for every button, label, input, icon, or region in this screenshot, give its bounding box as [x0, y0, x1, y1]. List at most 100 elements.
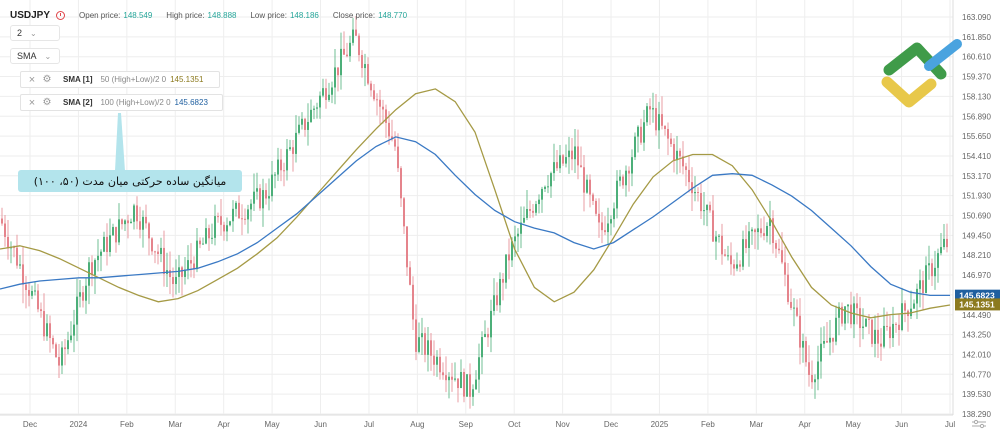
candle-body	[883, 325, 885, 347]
candle-body	[319, 95, 321, 108]
gear-icon[interactable]: ⚙	[42, 97, 52, 108]
candle-body	[313, 108, 315, 110]
candle-body	[76, 296, 78, 325]
x-tick-label: Nov	[556, 420, 570, 429]
price-axis: 163.090 161.850 160.610 159.370 158.130 156.8…	[962, 13, 991, 419]
candle-body	[382, 106, 384, 110]
clock-icon[interactable]	[56, 10, 66, 20]
candle-body	[409, 267, 411, 285]
sma-lines	[0, 88, 951, 319]
callout-pointer	[115, 113, 125, 171]
candle-body	[85, 285, 87, 301]
candle-body	[754, 229, 756, 233]
sma-100-line	[0, 136, 950, 297]
close-icon[interactable]: ×	[28, 96, 36, 109]
candle-body	[505, 254, 507, 283]
candle-body	[940, 247, 942, 254]
candle-body	[850, 304, 852, 325]
indicator-params: 50 (High+Low)/2 0	[100, 75, 167, 84]
candle-body	[655, 108, 657, 131]
candle-body	[817, 361, 819, 380]
candle-body	[196, 240, 198, 270]
x-tick-label: Sep	[459, 420, 474, 429]
candlestick-series	[1, 15, 948, 409]
candle-body	[868, 318, 870, 320]
candle-body	[829, 337, 831, 343]
interval-dropdown[interactable]: 2 ⌄	[10, 25, 60, 41]
candle-body	[844, 306, 846, 324]
close-icon[interactable]: ×	[28, 73, 36, 86]
candle-body	[340, 48, 342, 76]
candle-body	[433, 355, 435, 365]
candle-body	[925, 265, 927, 294]
interval-value: 2	[17, 28, 23, 38]
candle-body	[298, 124, 300, 133]
candle-body	[598, 213, 600, 223]
candle-body	[112, 227, 114, 236]
candle-body	[682, 156, 684, 167]
candle-body	[709, 204, 711, 211]
candle-body	[118, 219, 120, 243]
candle-body	[514, 236, 516, 242]
candle-body	[577, 146, 579, 166]
y-tick-label: 158.130	[962, 92, 991, 101]
candle-body	[190, 260, 192, 264]
candle-body	[301, 118, 303, 125]
candle-body	[529, 209, 531, 211]
x-tick-label: Mar	[168, 420, 182, 429]
candle-body	[343, 48, 345, 55]
y-tick-label: 146.970	[962, 271, 991, 280]
candle-body	[52, 338, 54, 345]
candle-body	[628, 170, 630, 174]
candle-body	[391, 136, 393, 140]
gear-icon[interactable]: ⚙	[42, 74, 52, 85]
candle-body	[115, 227, 117, 243]
candle-body	[187, 260, 189, 270]
y-tick-label: 142.010	[962, 350, 991, 359]
x-tick-label: Oct	[508, 420, 521, 429]
indicator-type-value: SMA	[17, 51, 37, 61]
candle-body	[352, 29, 354, 43]
candle-body	[613, 208, 615, 220]
candle-body	[397, 146, 399, 169]
candle-body	[205, 228, 207, 244]
candle-body	[901, 303, 903, 330]
brand-logo-icon	[881, 39, 962, 108]
candle-body	[631, 157, 633, 174]
candle-body	[712, 210, 714, 242]
candle-body	[859, 308, 861, 329]
candle-body	[289, 147, 291, 150]
candle-body	[37, 290, 39, 310]
candle-body	[316, 107, 318, 109]
indicator-params: 100 (High+Low)/2 0	[100, 98, 171, 107]
candle-body	[739, 264, 741, 267]
x-tick-label: Feb	[701, 420, 715, 429]
candle-body	[733, 264, 735, 269]
candle-body	[91, 262, 93, 276]
candle-body	[700, 192, 702, 212]
callout-text: میانگین ساده حرکتی میان مدت (۵۰، ۱۰۰)	[33, 174, 227, 188]
candle-body	[856, 303, 858, 309]
candle-body	[364, 64, 366, 69]
candle-body	[874, 329, 876, 344]
candle-body	[886, 325, 888, 327]
indicator-row-sma-1[interactable]: × ⚙ SMA [1] 50 (High+Low)/2 0 145.1351	[20, 71, 220, 88]
symbol-name[interactable]: USDJPY	[10, 9, 51, 21]
candle-body	[934, 267, 936, 277]
candle-body	[277, 159, 279, 175]
price-marker-label: 145.1351	[959, 299, 995, 309]
candle-body	[568, 150, 570, 158]
candle-body	[403, 198, 405, 227]
candle-body	[493, 295, 495, 311]
candle-body	[178, 267, 180, 277]
candle-body	[448, 376, 450, 381]
y-tick-label: 149.450	[962, 231, 991, 240]
indicator-row-sma-2[interactable]: × ⚙ SMA [2] 100 (High+Low)/2 0 145.6823	[20, 94, 223, 111]
candle-body	[637, 126, 639, 137]
indicator-dropdown[interactable]: SMA ⌄	[10, 48, 60, 64]
candle-body	[466, 374, 468, 397]
candle-body	[913, 303, 915, 309]
candle-body	[571, 150, 573, 160]
